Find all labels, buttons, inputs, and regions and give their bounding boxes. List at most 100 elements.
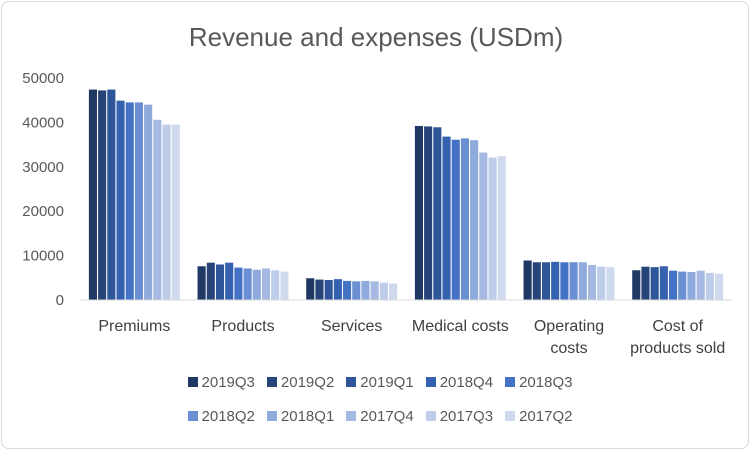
bar: [225, 262, 234, 300]
y-tick-label: 30000: [22, 159, 64, 176]
bar: [460, 138, 469, 300]
bar: [243, 268, 252, 300]
legend-item: 2018Q2: [187, 406, 255, 426]
bar: [162, 124, 171, 301]
bar: [497, 156, 506, 300]
y-tick-label: 0: [56, 292, 64, 309]
bar: [451, 139, 460, 300]
bar: [134, 102, 143, 300]
bar: [569, 262, 578, 300]
bar: [705, 272, 714, 300]
bar: [715, 273, 724, 300]
bar: [306, 278, 315, 300]
bar: [551, 261, 560, 300]
legend-item: 2019Q1: [346, 372, 414, 392]
y-tick-label: 20000: [22, 203, 64, 220]
bar: [352, 281, 361, 300]
legend-label: 2017Q3: [439, 407, 494, 425]
legend-swatch: [505, 411, 516, 421]
legend-item: 2017Q2: [505, 406, 572, 426]
bar: [669, 270, 678, 300]
x-category-label: Premiums: [98, 318, 170, 335]
x-category-label: Medical costs: [412, 318, 509, 335]
legend-swatch: [425, 377, 436, 387]
legend-label: 2018Q1: [280, 407, 335, 425]
x-category-label: Products: [211, 318, 274, 335]
bar: [343, 280, 352, 300]
bars: [88, 89, 724, 301]
bar: [315, 279, 324, 300]
bar: [632, 270, 641, 300]
bar: [261, 268, 271, 300]
legend: 2019Q3 2019Q2 2019Q1 2018Q4 2018Q3 2018Q2 2018…: [150, 372, 610, 426]
legend-item: 2018Q4: [425, 372, 494, 392]
bar: [271, 270, 280, 300]
legend-label: 2019Q2: [280, 373, 335, 391]
legend-item: 2018Q1: [266, 406, 335, 426]
bar: [650, 267, 659, 300]
bar: [88, 89, 97, 300]
bar: [98, 90, 107, 300]
bar: [433, 127, 442, 300]
legend-label: 2017Q2: [519, 407, 573, 425]
bar: [696, 270, 705, 300]
legend-label: 2018Q2: [201, 407, 255, 425]
bar: [280, 271, 289, 300]
legend-swatch: [346, 377, 357, 387]
bar: [370, 281, 379, 300]
bar: [424, 126, 433, 300]
bar: [659, 266, 668, 300]
legend-label: 2018Q3: [519, 373, 573, 391]
bar: [116, 100, 125, 300]
bar: [541, 262, 551, 300]
bar: [414, 125, 423, 301]
bar: [206, 262, 215, 300]
legend-swatch: [266, 411, 277, 421]
bar: [479, 152, 488, 300]
bar: [389, 283, 398, 300]
bar: [333, 279, 342, 300]
legend-item: 2019Q3: [187, 372, 255, 392]
bar: [641, 266, 650, 300]
legend-label: 2019Q1: [360, 373, 414, 391]
bar: [197, 266, 206, 300]
legend-swatch: [187, 377, 198, 387]
legend-item: 2017Q4: [346, 406, 414, 426]
legend-label: 2018Q4: [439, 373, 494, 391]
bar: [532, 262, 541, 300]
legend-label: 2019Q3: [201, 373, 255, 391]
bar: [171, 124, 180, 301]
x-category-label: Cost of products sold: [630, 318, 725, 357]
legend-label: 2017Q4: [360, 407, 414, 425]
bar: [578, 262, 587, 300]
legend-item: 2018Q3: [505, 372, 572, 392]
bar: [488, 157, 497, 300]
x-axis-category-labels: Premiums Products Services Medical costs Ope…: [98, 318, 725, 357]
legend-swatch: [346, 411, 357, 421]
y-tick-label: 50000: [22, 70, 64, 87]
bar: [470, 140, 479, 300]
chart-title: Revenue and expenses (USDm): [188, 22, 564, 52]
bar: [153, 119, 162, 301]
legend-swatch: [425, 411, 436, 421]
bar: [361, 280, 370, 300]
bar: [678, 271, 687, 300]
bar: [107, 89, 116, 300]
bar: [324, 280, 333, 300]
legend-swatch: [505, 377, 516, 387]
legend-item: 2019Q2: [266, 372, 335, 392]
x-category-label: Services: [321, 318, 382, 335]
bar: [252, 269, 261, 300]
legend-swatch: [266, 377, 277, 387]
bar: [234, 267, 243, 300]
bar: [587, 264, 597, 300]
bar: [125, 102, 134, 300]
bar: [379, 282, 388, 300]
bar: [597, 266, 606, 300]
legend-item: 2017Q3: [425, 406, 494, 426]
bar: [560, 262, 569, 300]
bar: [687, 272, 696, 300]
bar: [215, 264, 225, 300]
